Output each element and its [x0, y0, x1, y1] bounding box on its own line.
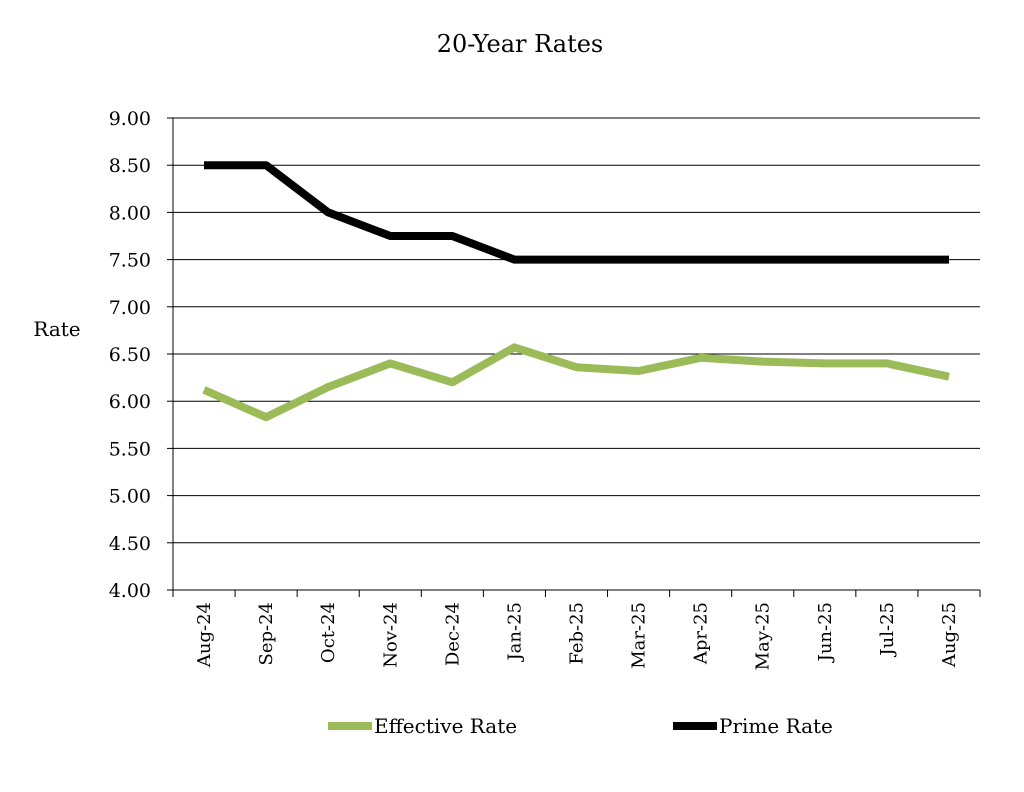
x-tick-label: Jun-25 — [815, 602, 836, 663]
legend-label: Prime Rate — [719, 714, 833, 738]
chart-title: 20-Year Rates — [437, 30, 603, 58]
x-tick-label: May-25 — [753, 602, 774, 670]
series-lines — [202, 161, 950, 422]
series-line-0 — [202, 343, 950, 422]
y-tick-label: 7.00 — [109, 297, 151, 319]
y-tick-label: 8.00 — [109, 202, 151, 224]
gridlines — [173, 117, 980, 591]
x-tick-label: Sep-24 — [256, 602, 277, 666]
y-tick-label: 6.50 — [109, 344, 151, 366]
x-tick-label: Aug-25 — [939, 602, 960, 668]
x-tick-label: Mar-25 — [629, 602, 650, 669]
x-tick-label: Apr-25 — [691, 602, 712, 665]
x-tick-label: Oct-24 — [318, 602, 339, 663]
y-axis-label: Rate — [33, 317, 80, 341]
y-axis-ticks: 4.00 4.50 5.00 5.50 6.00 6.50 7.00 7.50 8.00 8.50… — [109, 108, 173, 602]
x-axis — [172, 118, 981, 597]
y-tick-label: 9.00 — [109, 108, 151, 130]
series-line-1 — [204, 161, 949, 264]
y-tick-label: 4.50 — [109, 533, 151, 555]
legend: Effective Rate Prime Rate — [328, 714, 833, 738]
y-tick-label: 8.50 — [109, 155, 151, 177]
x-tick-label: Nov-24 — [380, 602, 401, 668]
x-tick-label: Dec-24 — [442, 602, 463, 666]
x-tick-label: Jan-25 — [504, 602, 525, 663]
x-tick-label: Jul-25 — [877, 602, 898, 658]
x-axis-ticks: Aug-24 Sep-24 Oct-24 Nov-24 Dec-24 Jan-25 Feb-… — [194, 602, 960, 670]
x-tick-label: Aug-24 — [194, 602, 215, 668]
y-tick-label: 7.50 — [109, 250, 151, 272]
y-tick-label: 5.50 — [109, 438, 151, 460]
y-tick-label: 5.00 — [109, 486, 151, 508]
x-tick-label: Feb-25 — [567, 602, 588, 665]
legend-label: Effective Rate — [374, 714, 517, 738]
y-tick-label: 4.00 — [109, 580, 151, 602]
y-tick-label: 6.00 — [109, 391, 151, 413]
